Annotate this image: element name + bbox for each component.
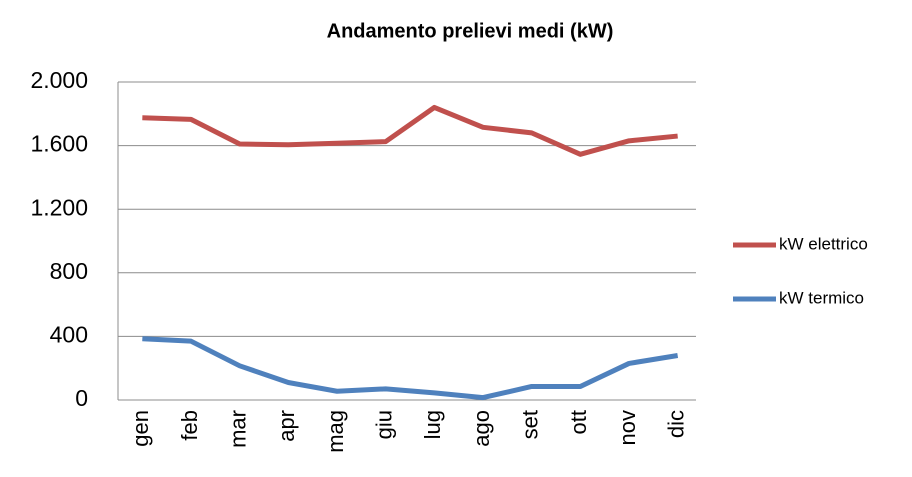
series-line bbox=[142, 336, 679, 401]
y-tick-label: 400 bbox=[50, 321, 88, 347]
x-tick-label: dic bbox=[663, 410, 688, 438]
x-tick-label: apr bbox=[274, 410, 299, 442]
x-tick-label: ott bbox=[566, 410, 591, 434]
x-tick-label: nov bbox=[615, 410, 640, 445]
legend-label: kW elettrico bbox=[779, 234, 868, 253]
x-tick-label: mag bbox=[323, 410, 348, 453]
x-tick-label: gen bbox=[128, 410, 153, 447]
y-tick-label: 0 bbox=[75, 385, 88, 411]
x-tick-label: feb bbox=[177, 410, 202, 441]
y-tick-label: 1.600 bbox=[30, 131, 88, 157]
x-tick-label: mar bbox=[225, 410, 250, 448]
x-tick-label: ago bbox=[469, 410, 494, 447]
legend-label: kW termico bbox=[779, 288, 864, 307]
x-tick-label: lug bbox=[420, 410, 445, 439]
x-tick-label: giu bbox=[371, 410, 396, 439]
chart-title: Andamento prelievi medi (kW) bbox=[327, 20, 614, 42]
y-tick-label: 1.200 bbox=[30, 194, 88, 220]
y-tick-label: 800 bbox=[50, 258, 88, 284]
y-tick-label: 2.000 bbox=[30, 67, 88, 93]
x-tick-label: set bbox=[517, 410, 542, 439]
series-line bbox=[142, 104, 678, 157]
